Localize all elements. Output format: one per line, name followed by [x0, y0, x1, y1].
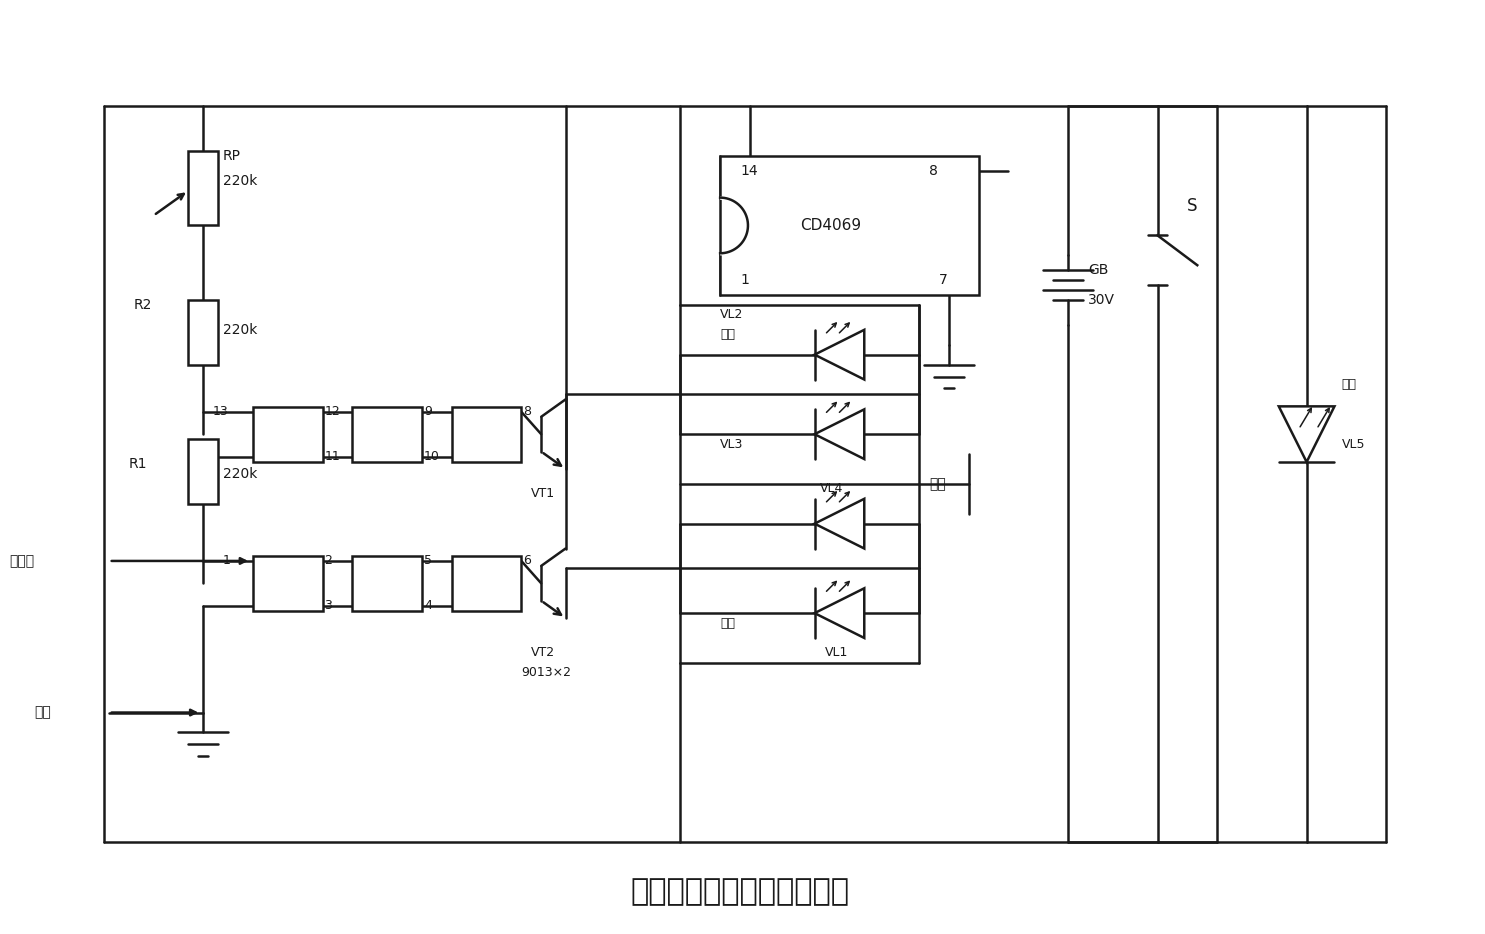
Text: 4: 4	[423, 600, 432, 612]
Bar	[451, 407, 521, 461]
Text: 30V: 30V	[1089, 293, 1115, 307]
Polygon shape	[815, 330, 864, 379]
Text: VL4: VL4	[820, 482, 843, 495]
Polygon shape	[815, 588, 864, 638]
Bar	[451, 556, 521, 611]
Polygon shape	[1279, 406, 1335, 462]
Text: RP: RP	[223, 149, 241, 163]
Text: 12: 12	[325, 405, 340, 418]
Text: VL3: VL3	[720, 438, 744, 450]
Bar	[189, 300, 218, 364]
Bar	[352, 556, 422, 611]
Text: 探头: 探头	[34, 705, 50, 719]
Text: R1: R1	[129, 457, 147, 471]
Bar	[352, 407, 422, 461]
Text: 6: 6	[523, 555, 532, 568]
Text: 绿色: 绿色	[1341, 378, 1356, 391]
Text: CD4069: CD4069	[799, 218, 861, 233]
Text: R2: R2	[134, 298, 151, 312]
Text: 绿色: 绿色	[720, 328, 735, 341]
Text: S: S	[1188, 196, 1198, 215]
Text: 7: 7	[939, 273, 947, 287]
Bar	[189, 151, 218, 225]
Text: 220k: 220k	[223, 323, 257, 337]
Text: GB: GB	[1089, 263, 1108, 277]
Text: 红色柱: 红色柱	[9, 554, 34, 568]
Text: 8: 8	[930, 163, 937, 177]
Text: VL1: VL1	[824, 646, 848, 659]
Text: 220k: 220k	[223, 467, 257, 481]
Text: VT2: VT2	[532, 646, 555, 659]
Text: 2: 2	[325, 555, 333, 568]
Bar	[252, 556, 322, 611]
Text: 220k: 220k	[223, 174, 257, 188]
Text: 1: 1	[223, 555, 232, 568]
Polygon shape	[815, 499, 864, 548]
Text: 11: 11	[325, 450, 340, 463]
Text: 10: 10	[423, 450, 440, 463]
Text: 3: 3	[325, 600, 333, 612]
Bar	[189, 439, 218, 503]
Text: 9: 9	[423, 405, 432, 418]
Text: 双色: 双色	[930, 477, 946, 491]
Text: VL2: VL2	[720, 308, 744, 321]
Bar	[252, 407, 322, 461]
Bar	[720, 156, 979, 295]
Text: 红色: 红色	[720, 616, 735, 630]
Text: 9013×2: 9013×2	[521, 666, 572, 679]
Text: 5: 5	[423, 555, 432, 568]
Text: 14: 14	[740, 163, 757, 177]
Polygon shape	[815, 409, 864, 459]
Text: VT1: VT1	[532, 488, 555, 501]
Text: 1: 1	[740, 273, 748, 287]
Text: 8: 8	[523, 405, 532, 418]
Text: 13: 13	[214, 405, 229, 418]
Text: 多功能导电能力测试仪电路: 多功能导电能力测试仪电路	[631, 877, 849, 906]
Text: VL5: VL5	[1341, 438, 1365, 450]
